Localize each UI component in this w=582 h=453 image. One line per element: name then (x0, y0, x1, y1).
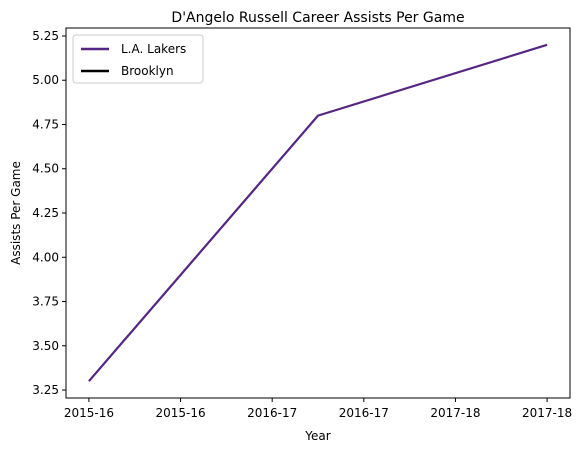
legend: L.A. Lakers Brooklyn (72, 34, 204, 84)
x-tick-label: 2017-18 (522, 406, 572, 420)
x-axis-label: Year (304, 429, 330, 443)
y-tick-label: 5.00 (32, 73, 59, 87)
y-tick-label: 3.50 (32, 339, 59, 353)
series-layer (88, 43, 548, 382)
x-axis: 2015-16 2015-16 2016-17 2016-17 2017-18 2017-… (64, 398, 572, 420)
y-tick-label: 4.50 (32, 162, 59, 176)
plot-area (65, 27, 571, 399)
y-tick-label: 3.25 (32, 383, 59, 397)
legend-label-brooklyn: Brooklyn (121, 64, 174, 78)
x-tick-label: 2017-18 (430, 406, 480, 420)
x-tick-label: 2016-17 (339, 406, 389, 420)
x-tick-label: 2015-16 (155, 406, 205, 420)
series-line-l-a-lakers (88, 43, 548, 382)
y-tick-label: 4.75 (32, 117, 59, 131)
y-tick-label: 3.75 (32, 295, 59, 309)
legend-label-lakers: L.A. Lakers (121, 42, 186, 56)
y-axis-label: Assists Per Game (9, 161, 23, 265)
x-tick-label: 2016-17 (247, 406, 297, 420)
y-tick-label: 4.25 (32, 206, 59, 220)
y-tick-label: 5.25 (32, 29, 59, 43)
y-axis: 3.25 3.50 3.75 4.00 4.25 4.50 4.75 5.00 5.25 (32, 29, 66, 397)
chart-title: D'Angelo Russell Career Assists Per Game (171, 10, 464, 26)
x-tick-label: 2015-16 (64, 406, 114, 420)
y-tick-label: 4.00 (32, 250, 59, 264)
